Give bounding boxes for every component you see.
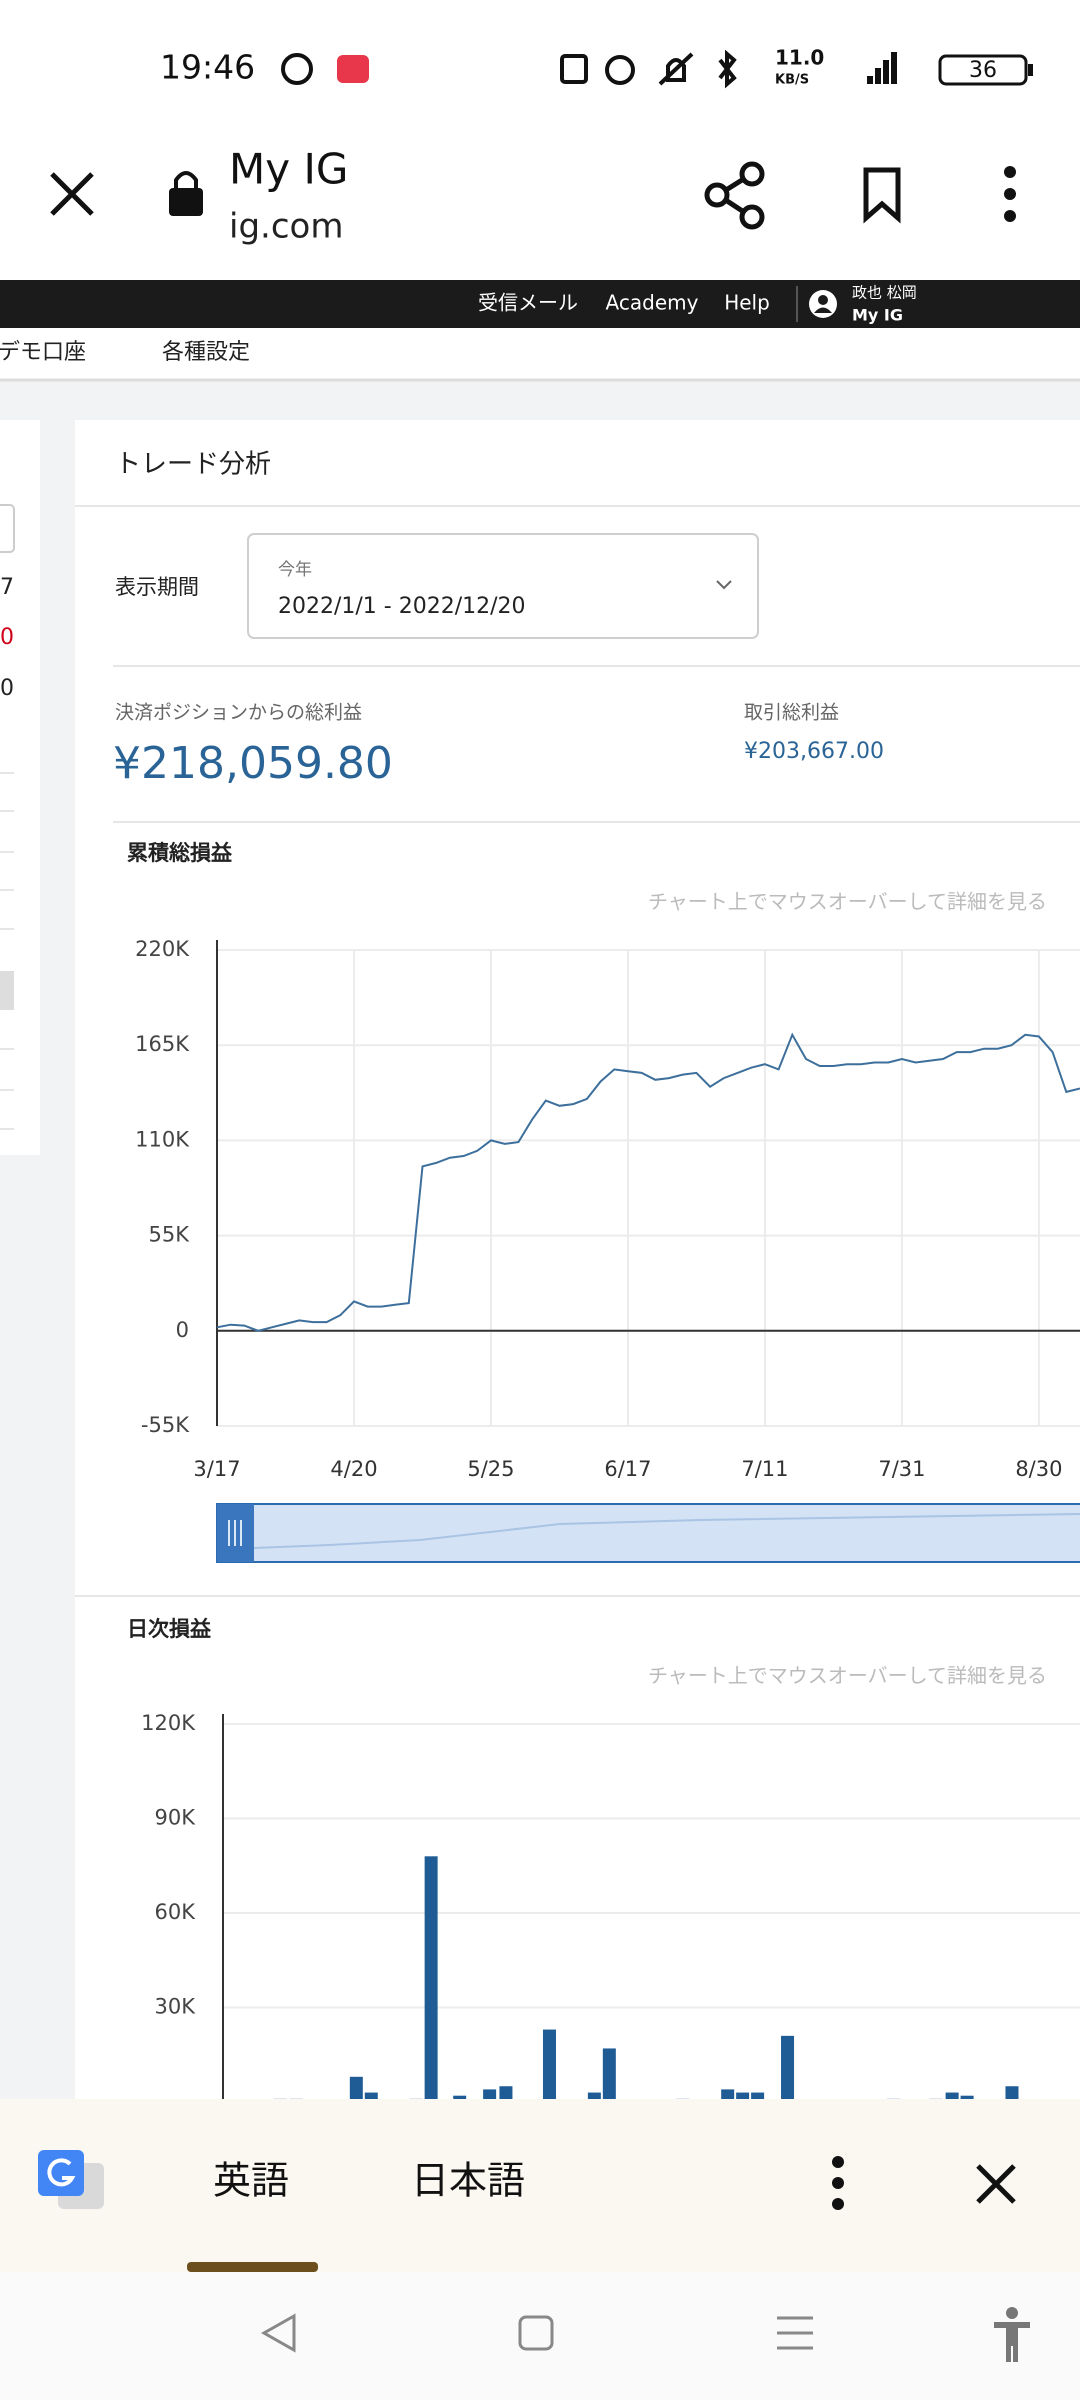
y-tick-label: -55K xyxy=(141,1413,190,1437)
recents-button[interactable] xyxy=(777,2316,813,2350)
accessibility-button[interactable] xyxy=(994,2307,1030,2362)
y-tick-label: 220K xyxy=(135,937,190,961)
bar xyxy=(453,2095,467,2102)
daily-chart: 120K 90K 60K 30K xyxy=(141,1711,1080,2103)
page-title: My IG xyxy=(229,145,348,194)
bar xyxy=(781,2035,795,2102)
browser-menu-button[interactable] xyxy=(1004,166,1016,222)
cumulative-line xyxy=(216,1032,1080,1332)
chart-title: 累積総損益 xyxy=(127,841,233,865)
clock: 19:46 xyxy=(160,48,255,87)
lock-icon xyxy=(169,171,203,216)
bar xyxy=(364,2092,378,2102)
back-button[interactable] xyxy=(260,2313,296,2353)
nav-link[interactable]: Help xyxy=(724,291,770,315)
summary-value: ¥203,667.00 xyxy=(744,739,884,764)
network-unit: KB/S xyxy=(775,73,809,88)
translate-icon xyxy=(38,2150,104,2209)
summary-label: 決済ポジションからの総利益 xyxy=(115,702,362,724)
nav-link[interactable]: 受信メール xyxy=(478,291,578,315)
x-tick-label: 7/11 xyxy=(741,1457,788,1481)
target-language[interactable]: 日本語 xyxy=(411,2159,525,2203)
browser-bar xyxy=(0,122,1080,280)
bar xyxy=(602,2048,616,2102)
y-tick-label: 30K xyxy=(155,1995,197,2019)
network-speed: 11.0 xyxy=(775,46,824,70)
y-tick-label: 120K xyxy=(141,1711,196,1735)
summary-label: 取引総利益 xyxy=(744,702,839,724)
bar xyxy=(424,1856,438,2102)
side-value: 7 xyxy=(0,575,14,600)
chart-hint: チャート上でマウスオーバーして詳細を見る xyxy=(648,1664,1047,1688)
summary-value: ¥218,059.80 xyxy=(113,738,393,789)
nav-link[interactable]: Academy xyxy=(606,291,699,315)
bar xyxy=(499,2086,513,2102)
x-tick-label: 4/20 xyxy=(330,1457,377,1481)
sub-nav-link[interactable]: 各種設定 xyxy=(162,340,250,365)
bar xyxy=(349,2076,363,2102)
bar xyxy=(960,2095,974,2102)
range-navigator[interactable] xyxy=(216,1503,1080,1563)
status-icons xyxy=(281,49,1033,89)
close-tab-button[interactable] xyxy=(50,172,94,216)
y-tick-label: 0 xyxy=(176,1318,189,1342)
dropdown-chevron xyxy=(716,580,732,590)
period-option: 今年 xyxy=(278,560,312,580)
x-tick-label: 6/17 xyxy=(604,1457,651,1481)
y-tick-label: 55K xyxy=(149,1223,191,1247)
bar xyxy=(945,2092,959,2102)
x-tick-label: 8/30 xyxy=(1015,1457,1062,1481)
site-nav xyxy=(0,280,1080,328)
side-value: 0 xyxy=(0,676,14,701)
analysis-card xyxy=(75,420,1080,2120)
sub-nav-link[interactable]: デモ口座 xyxy=(0,340,86,365)
period-range: 2022/1/1 - 2022/12/20 xyxy=(278,594,526,619)
sub-nav xyxy=(0,328,1080,380)
translate-close-button[interactable] xyxy=(976,2164,1016,2204)
y-tick-label: 90K xyxy=(155,1806,197,1830)
x-tick-label: 7/31 xyxy=(878,1457,925,1481)
translate-menu-button[interactable] xyxy=(832,2156,844,2210)
source-language[interactable]: 英語 xyxy=(213,2159,289,2203)
status-bar xyxy=(0,0,1080,122)
y-tick-label: 165K xyxy=(135,1032,190,1056)
side-value: 0 xyxy=(0,625,14,650)
bar xyxy=(483,2089,497,2102)
bar xyxy=(587,2092,601,2102)
battery-level: 36 xyxy=(969,58,997,83)
bar xyxy=(736,2092,750,2102)
bar xyxy=(751,2092,765,2102)
bookmark-button[interactable] xyxy=(863,167,901,224)
page-url[interactable]: ig.com xyxy=(229,207,343,247)
side-panel xyxy=(0,420,40,1155)
period-dropdown[interactable] xyxy=(247,533,759,639)
chart-hint: チャート上でマウスオーバーして詳細を見る xyxy=(648,890,1047,914)
translate-bar xyxy=(0,2099,1080,2272)
user-name[interactable]: 政也 松岡 xyxy=(852,284,917,302)
period-label: 表示期間 xyxy=(115,575,199,599)
y-tick-label: 110K xyxy=(135,1127,190,1151)
y-tick-label: 60K xyxy=(155,1900,197,1924)
section-title: トレード分析 xyxy=(115,450,271,480)
share-button[interactable] xyxy=(704,161,765,230)
chart-title: 日次損益 xyxy=(127,1617,212,1641)
home-button[interactable] xyxy=(518,2315,554,2351)
x-tick-label: 5/25 xyxy=(467,1457,514,1481)
user-icon xyxy=(809,290,837,318)
bar xyxy=(542,2029,556,2102)
system-nav xyxy=(0,2272,1080,2400)
selected-indicator xyxy=(187,2262,318,2272)
user-link[interactable]: My IG xyxy=(852,306,903,325)
x-tick-label: 3/17 xyxy=(193,1457,240,1481)
bar xyxy=(1005,2086,1019,2102)
bar xyxy=(721,2089,735,2102)
